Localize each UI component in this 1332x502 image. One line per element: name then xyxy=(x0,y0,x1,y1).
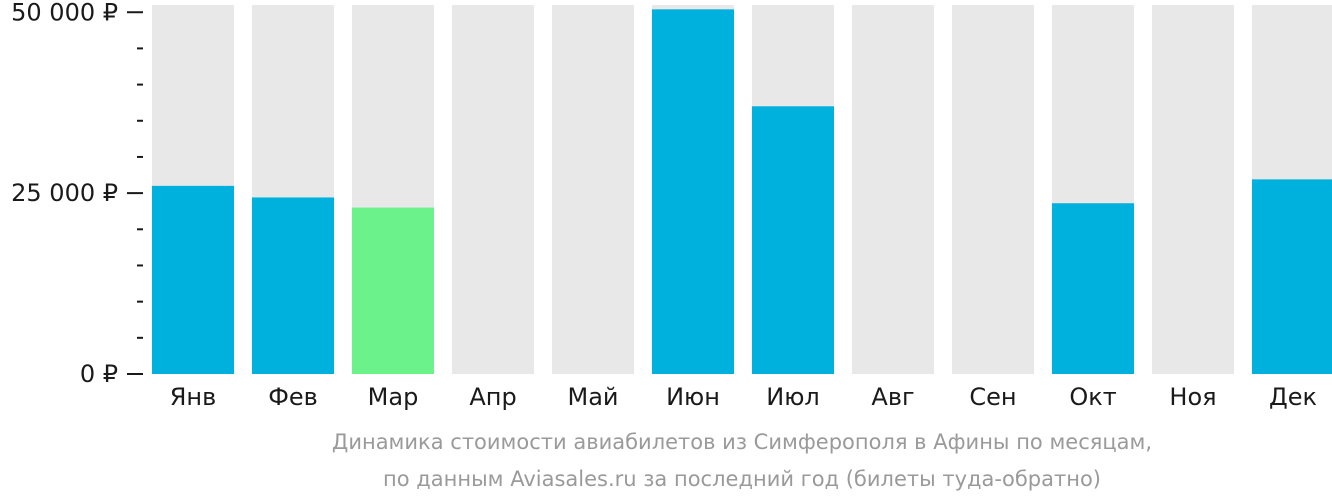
y-tick-label: 50 000 ₽ xyxy=(11,0,118,26)
bar xyxy=(252,197,334,374)
x-tick-label: Дек xyxy=(1269,383,1317,411)
x-tick-label: Май xyxy=(567,383,618,411)
bar-chart: Янв Фев Мар Апр Май Июн Июл Авг Сен Окт Ноя Дек 0 ₽ 2… xyxy=(0,0,1332,420)
x-tick-label: Ноя xyxy=(1169,383,1216,411)
bar-background xyxy=(1152,5,1234,374)
bar-background xyxy=(852,5,934,374)
x-tick-label: Июл xyxy=(766,383,820,411)
x-tick-label: Апр xyxy=(469,383,516,411)
bar xyxy=(1252,179,1332,374)
x-tick-label: Сен xyxy=(969,383,1016,411)
y-tick-label: 25 000 ₽ xyxy=(11,179,118,207)
bar-background xyxy=(952,5,1034,374)
chart-subtitle: по данным Aviasales.ru за последний год … xyxy=(150,467,1332,491)
bar xyxy=(152,186,234,374)
x-tick-label: Авг xyxy=(871,383,914,411)
x-tick-label: Окт xyxy=(1069,383,1116,411)
bar-background xyxy=(552,5,634,374)
x-tick-label: Фев xyxy=(268,383,318,411)
x-tick-label: Мар xyxy=(368,383,419,411)
bar xyxy=(1052,203,1134,374)
bar xyxy=(352,208,434,374)
bar-background xyxy=(452,5,534,374)
bar xyxy=(652,9,734,374)
x-tick-label: Янв xyxy=(170,383,217,411)
chart-title: Динамика стоимости авиабилетов из Симфер… xyxy=(150,430,1332,454)
y-tick-label: 0 ₽ xyxy=(80,360,118,388)
x-tick-label: Июн xyxy=(666,383,720,411)
bar xyxy=(752,106,834,374)
